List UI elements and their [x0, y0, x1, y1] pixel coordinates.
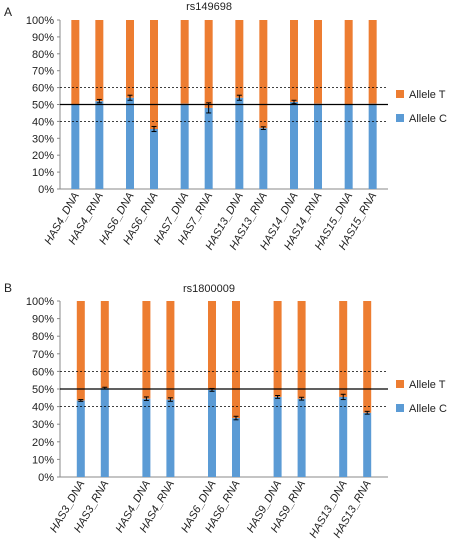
y-tick-label: 50% — [32, 100, 54, 112]
legend-swatch-allele-t — [396, 380, 404, 388]
y-tick-label: 20% — [32, 437, 54, 449]
legend-label-allele-c: Allele C — [409, 403, 447, 415]
bar-allele-c — [297, 398, 306, 477]
bar-allele-t — [259, 20, 268, 129]
panel-b-reference-lines — [60, 370, 388, 408]
bar-allele-t — [368, 20, 377, 104]
y-tick-label: 100% — [26, 15, 54, 27]
y-tick-label: 0% — [38, 472, 54, 484]
bar-allele-t — [142, 301, 151, 399]
bar-allele-c — [150, 129, 158, 189]
bar-allele-c — [344, 104, 353, 189]
legend-swatch-allele-t — [396, 90, 404, 98]
bar-allele-t — [339, 301, 348, 397]
bar-allele-t — [166, 301, 175, 400]
bar-allele-c — [232, 418, 240, 477]
bar-allele-t — [235, 20, 244, 98]
y-tick-label: 90% — [32, 32, 54, 44]
bar-allele-c — [314, 103, 322, 189]
bar-allele-t — [180, 20, 189, 104]
panel-a-reference-lines — [60, 87, 388, 122]
bar-allele-t — [76, 301, 85, 401]
bar-allele-t — [290, 20, 298, 102]
bar-allele-t — [297, 301, 306, 399]
bar-allele-t — [150, 20, 158, 130]
panel-b-label: B — [4, 281, 12, 295]
bar-allele-c — [142, 398, 151, 477]
y-tick-label: 80% — [32, 331, 54, 343]
bar-allele-c — [166, 399, 175, 477]
panel-b-y-axis: 0% 10% 20% 30% 40% 50% 60% 70% 80% 90% 100% — [26, 296, 388, 484]
y-tick-label: 0% — [38, 184, 54, 196]
panel-a-legend: Allele T Allele C — [396, 89, 447, 125]
bar-allele-c — [235, 97, 244, 189]
y-tick-label: 70% — [32, 66, 54, 78]
legend-label-allele-t: Allele T — [409, 379, 446, 391]
bar-allele-c — [339, 396, 348, 477]
bar-allele-c — [290, 101, 298, 189]
panel-a-x-labels: HAS4_DNAHAS4_RNAHAS6_DNAHAS6_RNAHAS7_DNA… — [43, 190, 380, 252]
bar-allele-t — [232, 301, 240, 419]
panel-a-y-axis: 0% 10% 20% 30% 40% 50% 60% 70% 80% 90% 100% — [26, 15, 388, 196]
y-tick-label: 70% — [32, 349, 54, 361]
y-tick-label: 30% — [32, 133, 54, 145]
panel-b-rs1800009: B rs1800009 0% 10% 20% 30% 40% 50% 60% 70% 80% 90… — [4, 281, 447, 540]
bar-allele-t — [95, 20, 104, 102]
bar-allele-c — [95, 101, 104, 189]
bar-allele-c — [71, 104, 80, 189]
bar-allele-t — [273, 301, 282, 397]
bar-allele-c — [204, 107, 213, 189]
legend-swatch-allele-c — [396, 404, 404, 412]
panel-b-bars — [76, 301, 372, 477]
y-tick-label: 10% — [32, 454, 54, 466]
bar-allele-c — [273, 396, 282, 477]
y-tick-label: 90% — [32, 314, 54, 326]
y-tick-label: 100% — [26, 296, 54, 308]
panel-a-bars — [71, 20, 377, 189]
bar-allele-c — [208, 389, 216, 477]
panel-a-rs149698: A rs149698 0% 10% 20% 30% 40% 50% 60% 70% 80% 90%… — [4, 1, 447, 252]
y-tick-label: 60% — [32, 83, 54, 95]
y-tick-label: 30% — [32, 419, 54, 431]
y-tick-label: 10% — [32, 167, 54, 179]
legend-label-allele-t: Allele T — [409, 89, 446, 101]
panel-a-title: rs149698 — [186, 1, 232, 13]
bar-allele-c — [363, 412, 372, 477]
y-tick-label: 60% — [32, 366, 54, 378]
panel-b-legend: Allele T Allele C — [396, 379, 447, 415]
bar-allele-t — [204, 20, 213, 108]
bar-allele-c — [259, 128, 268, 189]
bar-allele-c — [368, 103, 377, 189]
bar-allele-c — [180, 103, 189, 189]
panel-b-title: rs1800009 — [183, 283, 235, 295]
bar-allele-c — [126, 97, 134, 189]
bar-allele-t — [100, 301, 109, 389]
bar-allele-t — [71, 20, 80, 105]
bar-allele-t — [314, 20, 322, 104]
bar-allele-t — [208, 301, 216, 390]
y-tick-label: 40% — [32, 116, 54, 128]
panel-a-label: A — [4, 5, 12, 19]
bar-allele-c — [76, 400, 85, 477]
y-tick-label: 80% — [32, 49, 54, 61]
bar-allele-t — [344, 20, 353, 105]
bar-allele-t — [363, 301, 372, 413]
y-tick-label: 40% — [32, 402, 54, 414]
y-tick-label: 50% — [32, 384, 54, 396]
legend-label-allele-c: Allele C — [409, 113, 447, 125]
bar-allele-c — [100, 388, 109, 477]
bar-allele-t — [126, 20, 134, 98]
y-tick-label: 20% — [32, 150, 54, 162]
legend-swatch-allele-c — [396, 114, 404, 122]
